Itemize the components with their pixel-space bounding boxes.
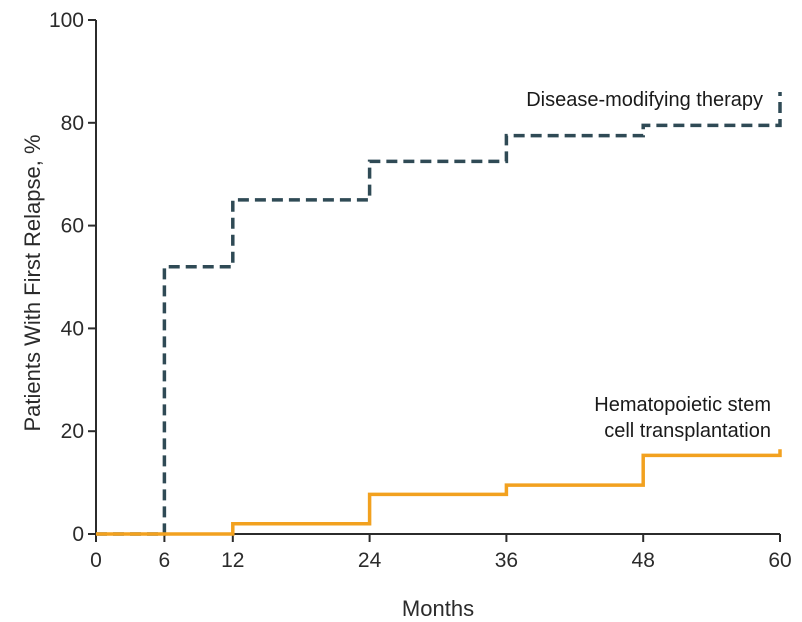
x-axis-ticks: 0 6 12 24 36 48 60 [90,534,792,572]
x-tick-label: 36 [495,549,518,572]
series-label: Hematopoietic stem cell transplantation [594,394,771,442]
y-axis-title: Patients With First Relapse, % [20,134,45,431]
y-axis-ticks: 0 20 40 60 80 100 [49,9,96,546]
y-tick-label: 40 [61,317,84,340]
series-labels: Disease-modifying therapy Hematopoietic s… [526,89,771,442]
series-label-line: cell transplantation [604,420,771,442]
x-tick-label: 24 [358,549,382,572]
y-tick-label: 0 [72,523,84,546]
y-tick-label: 80 [61,112,84,135]
x-tick-label: 60 [768,549,791,572]
x-axis-title: Months [402,596,474,621]
series-label-line: Disease-modifying therapy [526,89,763,111]
x-tick-label: 0 [90,549,102,572]
dmt-step-line [96,91,782,536]
x-tick-label: 48 [632,549,655,572]
series-label-line: Hematopoietic stem [594,394,771,416]
hsct-step-line [96,449,782,536]
series-label: Disease-modifying therapy [526,89,763,111]
series-group [95,91,782,536]
y-tick-label: 20 [61,420,84,443]
x-tick-label: 12 [221,549,244,572]
y-tick-label: 100 [49,9,84,32]
x-tick-label: 6 [159,549,171,572]
y-tick-label: 60 [61,215,84,238]
